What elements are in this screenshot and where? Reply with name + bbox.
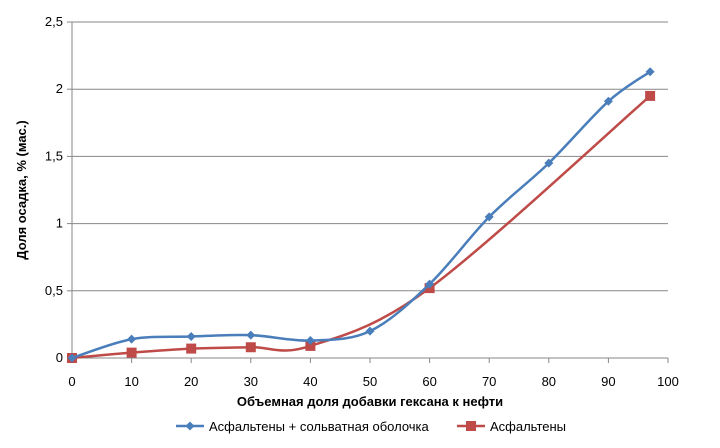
y-tick-label: 2,5: [45, 14, 63, 29]
x-tick-label: 10: [124, 374, 138, 389]
x-tick-label: 40: [303, 374, 317, 389]
legend-label: Асфальтены: [490, 419, 566, 434]
y-axis-label: Доля осадка, % (мас.): [14, 120, 29, 259]
diamond-marker: [544, 158, 554, 168]
x-tick-label: 50: [363, 374, 377, 389]
square-marker: [186, 343, 197, 354]
gridlines: [72, 21, 668, 292]
square-marker: [645, 90, 656, 101]
x-tick-label: 70: [482, 374, 496, 389]
series-group: [67, 67, 656, 363]
square-marker: [245, 342, 256, 353]
diamond-marker: [425, 279, 435, 289]
diamond-marker: [246, 330, 256, 340]
square-marker: [305, 340, 316, 351]
legend: Асфальтены + сольватная оболочка Асфальте…: [176, 419, 566, 434]
y-tick-label: 1,5: [45, 148, 63, 163]
square-marker: [126, 347, 137, 358]
diamond-marker: [127, 334, 137, 344]
x-tick-label: 30: [244, 374, 258, 389]
x-tick-label: 100: [657, 374, 679, 389]
y-tick-label: 0: [56, 350, 63, 365]
y-tick-label: 0,5: [45, 283, 63, 298]
x-axis-label: Объемная доля добавки гексана к нефти: [237, 394, 503, 409]
x-tick-label: 20: [184, 374, 198, 389]
series-2: [67, 90, 656, 363]
series-line: [70, 70, 652, 360]
y-tick-labels: 0 0,5 1 1,5 2 2,5: [45, 14, 63, 365]
x-tick-label: 80: [542, 374, 556, 389]
x-tick-label: 0: [68, 374, 75, 389]
legend-label: Асфальтены + сольватная оболочка: [209, 419, 430, 434]
x-tick-label: 90: [601, 374, 615, 389]
diamond-marker: [645, 67, 655, 77]
series-line: [70, 94, 652, 360]
legend-item-2: Асфальтены: [457, 419, 566, 434]
diamond-marker: [603, 96, 613, 106]
diamond-marker: [484, 212, 494, 222]
diamond-marker: [305, 336, 315, 346]
x-tick-label: 60: [422, 374, 436, 389]
legend-diamond-marker: [185, 421, 195, 431]
axes: [67, 21, 669, 363]
legend-item-1: Асфальтены + сольватная оболочка: [176, 419, 430, 434]
y-tick-label: 1: [56, 216, 63, 231]
diamond-marker: [186, 331, 196, 341]
series-1: [67, 67, 655, 363]
diamond-marker: [365, 326, 375, 336]
x-tick-labels: 0 10 20 30 40 50 60 70 80 90 100: [68, 374, 678, 389]
y-tick-label: 2: [56, 81, 63, 96]
diamond-marker: [67, 353, 77, 363]
legend-square-marker: [466, 421, 476, 431]
